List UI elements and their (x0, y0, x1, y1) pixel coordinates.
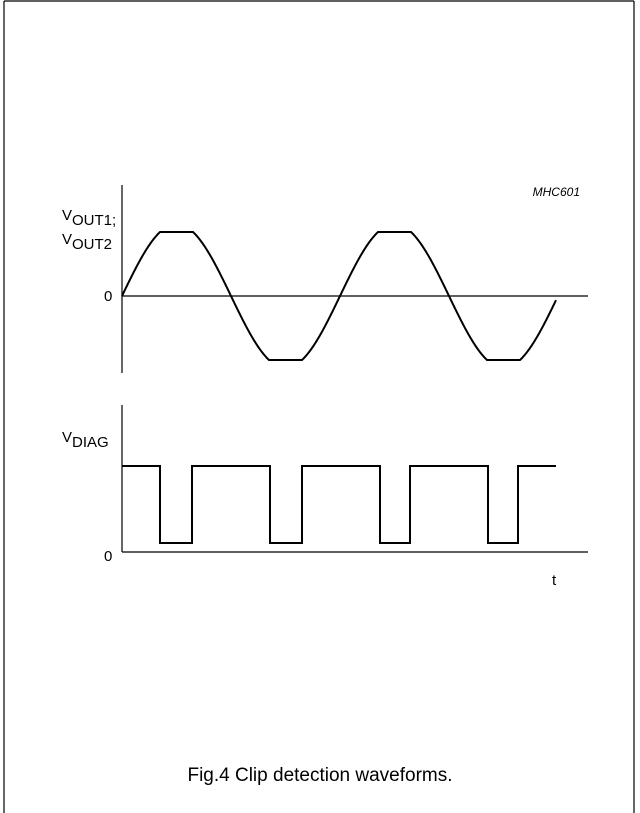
time-label: t (552, 572, 557, 589)
label-sub: DIAG (72, 434, 109, 451)
top-y-label: VOUT1; (62, 207, 116, 229)
label-main: V (62, 231, 72, 248)
figure-id: MHC601 (533, 185, 580, 199)
clipped-sine (121, 231, 557, 361)
top-zero-label: 0 (104, 288, 112, 305)
label-sub: OUT2 (72, 236, 112, 253)
caption: Fig.4 Clip detection waveforms. (187, 765, 452, 786)
label-sub: OUT1; (72, 212, 116, 229)
bottom-y-label: VDIAG (62, 429, 109, 451)
label-main: V (62, 429, 72, 446)
top-y-label-2: VOUT2 (62, 231, 112, 253)
label-main: V (62, 207, 72, 224)
bottom-zero-label: 0 (104, 548, 112, 565)
diag-pulses (122, 465, 556, 544)
